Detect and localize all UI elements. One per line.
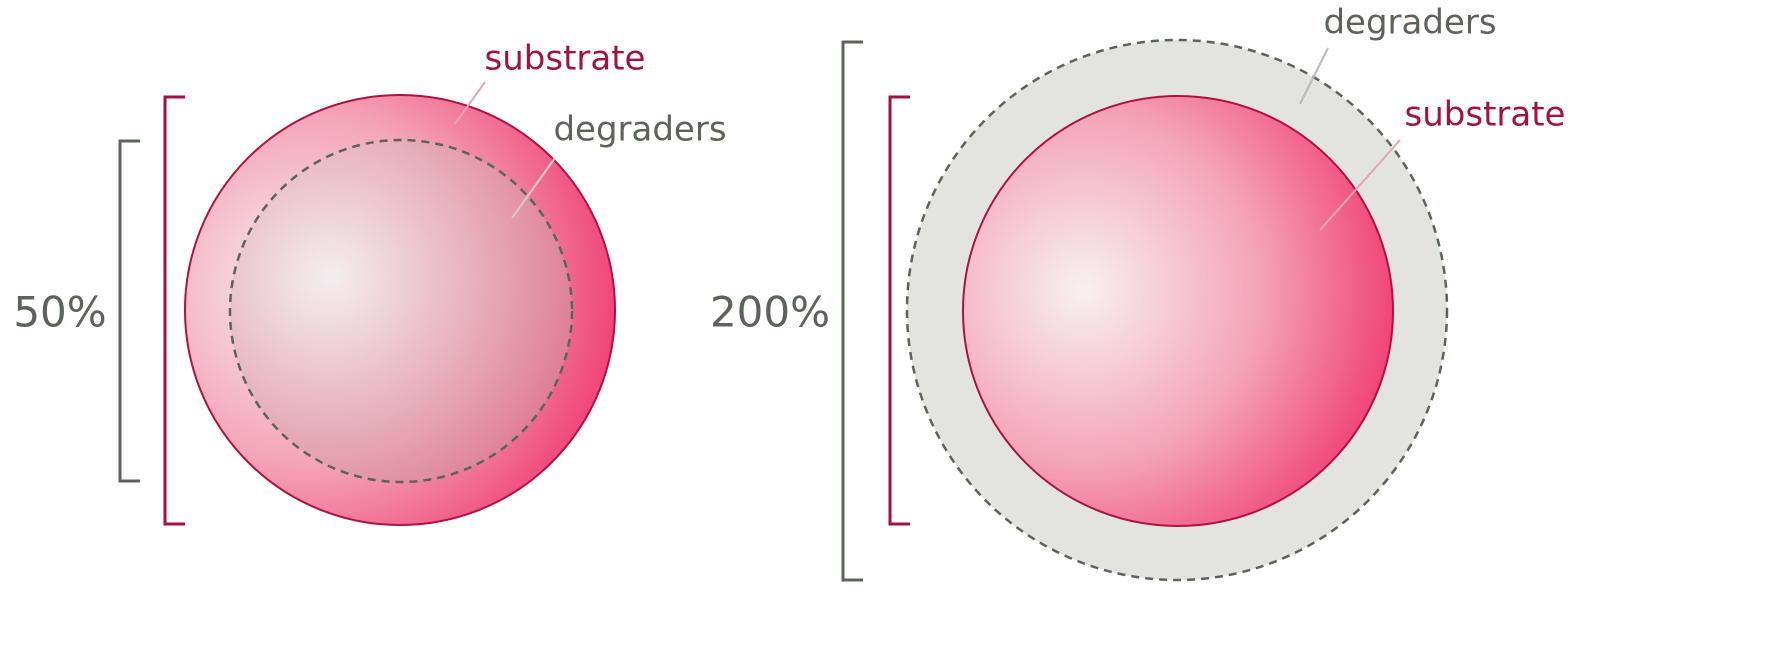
substrate-bracket — [163, 95, 185, 526]
degraders-bracket — [118, 139, 140, 483]
degraders-circle — [228, 138, 574, 484]
ratio-label: 200% — [710, 288, 830, 337]
substrate-circle — [962, 95, 1394, 527]
degraders-label: degraders — [553, 110, 726, 150]
left-panel: 50% substrate degraders — [13, 39, 727, 526]
substrate-label: substrate — [1405, 95, 1566, 135]
leader-line — [1299, 47, 1329, 105]
degraders-label: degraders — [1323, 3, 1496, 43]
leader-line — [1319, 139, 1401, 231]
substrate-label: substrate — [485, 39, 646, 79]
leader-line — [454, 81, 486, 125]
right-panel: 200% degraders substrate — [710, 3, 1566, 582]
leader-line — [511, 157, 556, 219]
substrate-bracket — [888, 95, 910, 526]
ratio-label: 50% — [13, 288, 106, 337]
degraders-bracket — [841, 40, 863, 582]
